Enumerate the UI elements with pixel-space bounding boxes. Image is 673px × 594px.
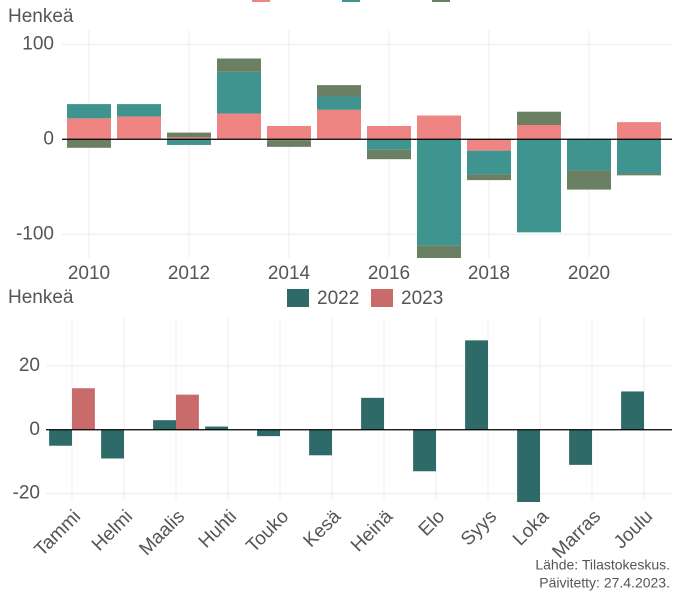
x-tick-label: Maalis bbox=[135, 506, 189, 560]
bar-segment bbox=[117, 116, 161, 140]
y-axis-label: Henkeä bbox=[8, 287, 74, 308]
bar-segment bbox=[267, 125, 311, 140]
bar-segment bbox=[417, 245, 461, 258]
bar bbox=[205, 426, 228, 430]
x-tick-label: Elo bbox=[415, 506, 449, 540]
bars bbox=[67, 58, 661, 258]
bar bbox=[257, 429, 280, 437]
legend-key bbox=[252, 0, 270, 2]
bar-segment bbox=[367, 139, 411, 150]
bar-segment bbox=[167, 137, 211, 140]
bar bbox=[101, 429, 124, 459]
bar bbox=[413, 429, 436, 472]
legend-label: 2023 bbox=[401, 288, 443, 309]
legend-key bbox=[371, 289, 393, 307]
source-note: Päivitetty: 27.4.2023. bbox=[539, 575, 670, 591]
bar bbox=[49, 429, 72, 446]
bar-segment bbox=[217, 113, 261, 140]
bar-segment bbox=[317, 109, 361, 140]
bar-segment bbox=[417, 115, 461, 140]
bar bbox=[517, 429, 540, 502]
bar-segment bbox=[317, 96, 361, 110]
legend-key bbox=[287, 289, 309, 307]
bar-segment bbox=[267, 140, 311, 147]
legend-key bbox=[432, 0, 450, 2]
bar-segment bbox=[517, 111, 561, 125]
bar-segment bbox=[67, 118, 111, 140]
bar-segment bbox=[367, 149, 411, 160]
bar-segment bbox=[167, 132, 211, 138]
x-tick-label: 2016 bbox=[368, 263, 410, 284]
bar bbox=[361, 397, 384, 430]
bar-segment bbox=[517, 125, 561, 140]
y-axis-label: Henkeä bbox=[8, 6, 74, 27]
y-tick-label: -100 bbox=[16, 223, 54, 244]
x-tick-label: Loka bbox=[509, 506, 553, 550]
bar bbox=[176, 394, 199, 430]
x-tick-label: Joulu bbox=[610, 506, 657, 553]
bar-segment bbox=[467, 174, 511, 181]
y-tick-label: 100 bbox=[22, 33, 54, 54]
bar bbox=[569, 429, 592, 465]
bar-segment bbox=[217, 58, 261, 72]
bar bbox=[621, 391, 644, 430]
bar bbox=[309, 429, 332, 456]
bars bbox=[49, 340, 644, 502]
bar-segment bbox=[67, 104, 111, 119]
y-tick-label: 0 bbox=[43, 128, 54, 149]
x-tick-label: 2014 bbox=[268, 263, 311, 284]
y-tick-label: -20 bbox=[13, 483, 40, 504]
x-tick-label: Syys bbox=[457, 506, 501, 550]
bar bbox=[465, 340, 488, 430]
x-tick-label: 2018 bbox=[468, 263, 510, 284]
x-tick-label: 2012 bbox=[168, 263, 210, 284]
bar-segment bbox=[567, 170, 611, 190]
source-note: Lähde: Tilastokeskus. bbox=[535, 557, 670, 573]
bar-segment bbox=[67, 139, 111, 148]
y-tick-label: 0 bbox=[29, 419, 40, 440]
bar-segment bbox=[367, 125, 411, 140]
legend-label: 2022 bbox=[317, 288, 359, 309]
x-tick-label: 2020 bbox=[568, 263, 610, 284]
legend-key bbox=[342, 0, 360, 2]
x-tick-label: Heinä bbox=[347, 506, 397, 556]
x-tick-label: Touko bbox=[242, 506, 293, 557]
y-tick-label: 20 bbox=[19, 355, 40, 376]
bar-segment bbox=[317, 85, 361, 97]
x-tick-label: Tammi bbox=[31, 506, 85, 560]
bar-segment bbox=[467, 139, 511, 151]
x-tick-label: Huhti bbox=[195, 506, 241, 552]
bar-segment bbox=[517, 139, 561, 233]
bar bbox=[72, 388, 95, 430]
bar-segment bbox=[217, 71, 261, 114]
bar bbox=[153, 420, 176, 430]
x-tick-label: Kesä bbox=[300, 506, 346, 552]
bar-segment bbox=[617, 139, 661, 174]
bar-segment bbox=[467, 150, 511, 175]
bar-segment bbox=[417, 139, 461, 246]
x-tick-label: Marras bbox=[548, 506, 605, 563]
bar-segment bbox=[617, 173, 661, 176]
bar-segment bbox=[117, 104, 161, 117]
bar-segment bbox=[617, 122, 661, 140]
bar-segment bbox=[567, 139, 611, 171]
x-tick-label: 2010 bbox=[68, 263, 110, 284]
bar-segment bbox=[167, 139, 211, 145]
x-tick-label: Helmi bbox=[88, 506, 137, 555]
